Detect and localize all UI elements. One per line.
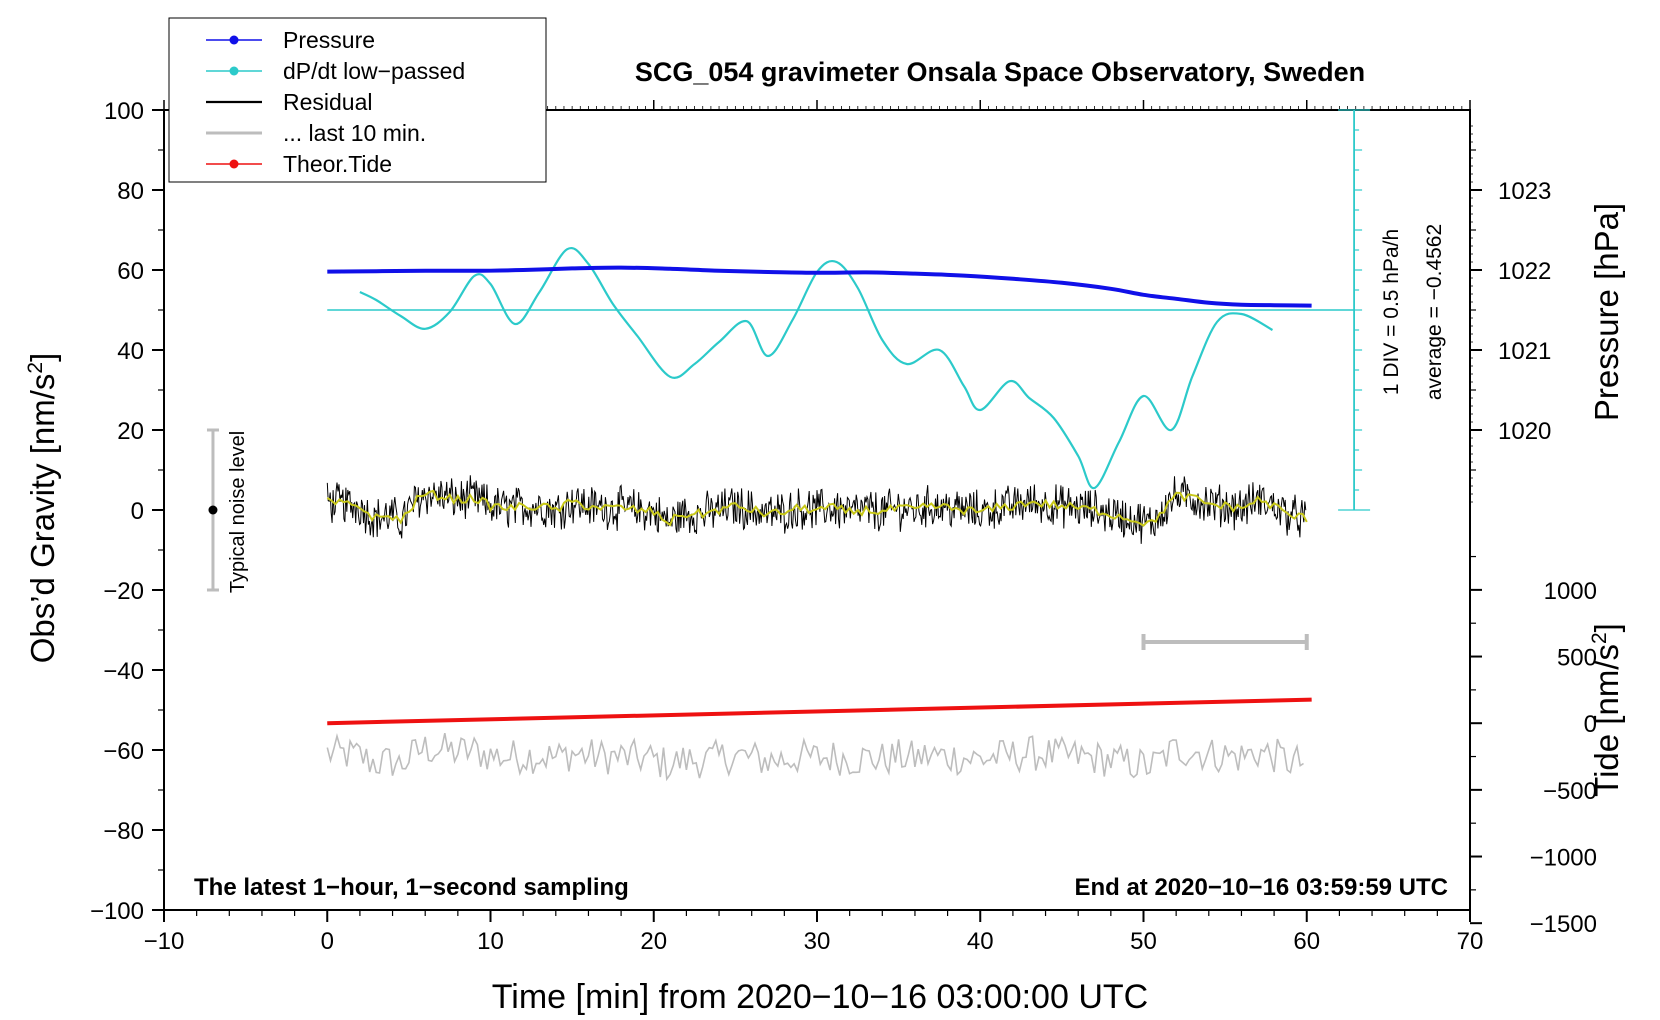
y-axis-label-main: Obs’d Gravity [nm/s: [24, 374, 61, 664]
legend: Pressure dP/dt low−passed Residual ... last…: [168, 17, 547, 183]
x-tick-label: 70: [1457, 928, 1484, 955]
x-tick-label: 30: [804, 928, 831, 955]
tide-tick-label: −1000: [1530, 845, 1597, 872]
y-tick-label: 60: [117, 258, 144, 285]
last-10-min-window-bar: [1141, 634, 1309, 650]
pressure-tick-label: 1022: [1498, 258, 1551, 285]
noise-level-bar: [206, 428, 219, 592]
y-axis-ticks: −100 −80 −60 −40 −20 0 20 40 60 80 100: [90, 98, 164, 925]
x-tick-label: 20: [640, 928, 667, 955]
legend-box: [168, 17, 547, 183]
tide-tick-label: 500: [1557, 645, 1597, 672]
series-pressure: [327, 265, 1312, 308]
y-axis-label-end: ]: [24, 353, 61, 362]
y-tick-label: −80: [103, 818, 144, 845]
y-tick-label: 0: [131, 498, 144, 525]
annotation-sampling: The latest 1−hour, 1−second sampling: [194, 874, 629, 901]
y-tick-label: 100: [104, 98, 144, 125]
dpdt-div-label: 1 DIV = 0.5 hPa/h: [1380, 229, 1403, 395]
y-tick-label: −100: [90, 898, 144, 925]
pressure-axis-ticks: 1020 1021 1022 1023: [1470, 125, 1551, 503]
legend-swatch-marker: [229, 159, 239, 169]
x-tick-label: 0: [321, 928, 334, 955]
tide-axis-ticks: −1500 −1000 −500 0 500 1000: [1470, 555, 1597, 938]
legend-label: Pressure: [283, 27, 375, 53]
x-axis-label: Time [min] from 2020−10−16 03:00:00 UTC: [492, 978, 1148, 1016]
y-tick-label: 20: [117, 418, 144, 445]
series-layer: [326, 247, 1355, 782]
legend-label: Theor.Tide: [283, 151, 392, 177]
series-residual-smooth: [326, 489, 1308, 527]
noise-level-label: Typical noise level: [227, 431, 249, 593]
series-theor-tide: [327, 697, 1312, 726]
tide-tick-label: 1000: [1544, 578, 1597, 605]
series-last-10-min: [326, 732, 1304, 782]
legend-swatch-marker: [229, 35, 239, 45]
pressure-axis-label: Pressure [hPa]: [1588, 203, 1625, 421]
tide-axis-label-main: Tide [nm/s: [1588, 644, 1625, 797]
dpdt-average-label: average = −0.4562: [1423, 224, 1446, 400]
tide-tick-label: −500: [1543, 778, 1597, 805]
annotation-end-time: End at 2020−10−16 03:59:59 UTC: [1074, 874, 1448, 901]
pressure-tick-label: 1021: [1498, 338, 1551, 365]
x-tick-label: 60: [1293, 928, 1320, 955]
legend-label: ... last 10 min.: [283, 120, 426, 146]
pressure-tick-label: 1023: [1498, 178, 1551, 205]
x-tick-label: 10: [477, 928, 504, 955]
y-tick-label: −60: [103, 738, 144, 765]
y-tick-label: 40: [117, 338, 144, 365]
legend-swatch-marker: [229, 66, 239, 76]
y-tick-label: −40: [103, 658, 144, 685]
legend-label: Residual: [283, 89, 373, 115]
y-axis-label-sup: 2: [24, 362, 47, 374]
y-axis-label: Obs’d Gravity [nm/s2]: [24, 353, 61, 664]
tide-tick-label: 0: [1584, 711, 1597, 738]
x-tick-label: 40: [967, 928, 994, 955]
x-axis-ticks: −10 0 10 20 30 40 50 60 70: [144, 100, 1484, 955]
tide-axis-label: Tide [nm/s2]: [1588, 623, 1625, 797]
pressure-tick-label: 1020: [1498, 418, 1551, 445]
legend-label: dP/dt low−passed: [283, 58, 465, 84]
x-tick-label: −10: [144, 928, 185, 955]
noise-bar-center-dot: [208, 505, 218, 515]
tide-axis-label-sup: 2: [1588, 632, 1611, 644]
tide-tick-label: −1500: [1530, 911, 1597, 938]
y-tick-label: −20: [103, 578, 144, 605]
tide-axis-label-end: ]: [1588, 623, 1625, 632]
y-tick-label: 80: [117, 178, 144, 205]
chart-title: SCG_054 gravimeter Onsala Space Observat…: [635, 57, 1365, 87]
x-tick-label: 50: [1130, 928, 1157, 955]
